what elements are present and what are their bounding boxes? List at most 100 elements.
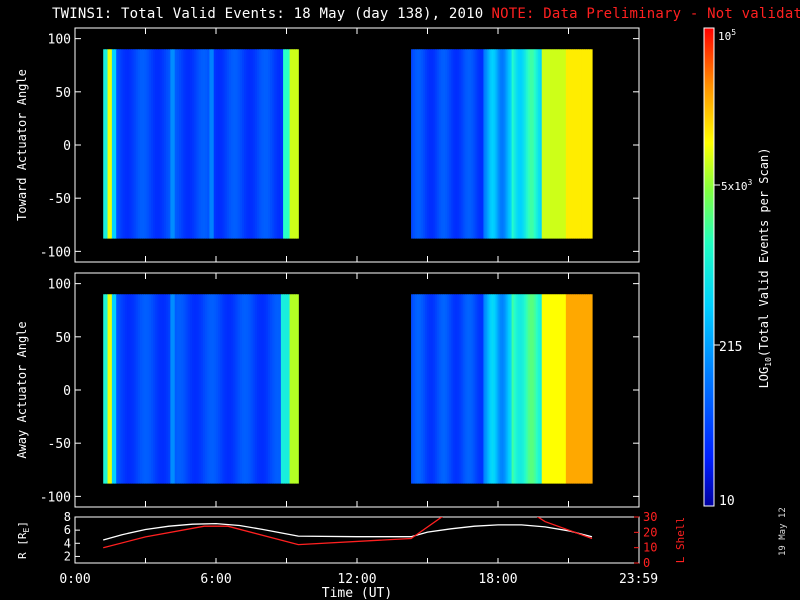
- heatmap-stripe: [114, 294, 117, 484]
- heatmap-stripe: [577, 49, 581, 239]
- heatmap-stripe: [133, 49, 137, 239]
- heatmap-stripe: [493, 294, 497, 484]
- heatmap-stripe: [579, 294, 583, 484]
- heatmap-stripe: [431, 49, 434, 239]
- heatmap-stripe: [457, 294, 460, 484]
- x-tick-label: 12:00: [337, 572, 376, 587]
- heatmap-stripe: [443, 294, 446, 484]
- heatmap-stripe: [553, 294, 557, 484]
- time-axis-label: Time (UT): [322, 586, 392, 600]
- heatmap-stripe: [209, 294, 213, 484]
- heatmap-stripe: [207, 294, 210, 484]
- heatmap-stripe: [423, 294, 426, 484]
- lshell-tick-label: 20: [643, 525, 657, 539]
- heatmap-stripe: [543, 49, 547, 239]
- heatmap-stripe: [144, 49, 148, 239]
- heatmap-stripe: [215, 49, 219, 239]
- heatmap-stripe: [509, 294, 513, 484]
- heatmap-stripe: [163, 294, 167, 484]
- heatmap-stripe: [146, 49, 150, 239]
- heatmap-stripe: [207, 49, 210, 239]
- toward-angle-panel: 100 50 0 -50 -100 Toward Actuator Angle: [15, 27, 640, 263]
- heatmap-stripe: [489, 49, 493, 239]
- heatmap-stripe: [485, 294, 489, 484]
- away-heatmap-blocks: [103, 294, 593, 484]
- heatmap-stripe: [296, 294, 299, 484]
- heatmap-stripe: [103, 294, 106, 484]
- heatmap-stripe: [575, 49, 579, 239]
- heatmap-stripe: [449, 49, 452, 239]
- heatmap-stripe: [239, 49, 243, 239]
- y-tick-label: 50: [55, 86, 71, 101]
- heatmap-stripe: [543, 294, 547, 484]
- heatmap-stripe: [276, 294, 280, 484]
- heatmap-stripe: [235, 294, 239, 484]
- heatmap-stripe: [495, 294, 499, 484]
- heatmap-stripe: [459, 294, 462, 484]
- heatmap-stripe: [423, 49, 426, 239]
- heatmap-stripe: [244, 49, 247, 239]
- heatmap-stripe: [521, 49, 525, 239]
- heatmap-stripe: [553, 49, 557, 239]
- heatmap-stripe: [467, 49, 470, 239]
- heatmap-stripe: [583, 49, 587, 239]
- heatmap-stripe: [272, 294, 276, 484]
- heatmap-stripe: [213, 49, 217, 239]
- orbit-panel-frame: [74, 516, 640, 564]
- heatmap-stripe: [116, 49, 119, 239]
- heatmap-stripe: [118, 294, 122, 484]
- heatmap-stripe: [451, 49, 454, 239]
- heatmap-stripe: [144, 294, 148, 484]
- away-angle-panel: 100 50 0 -50 -100 Away Actuator Angle: [15, 272, 640, 508]
- heatmap-stripe: [583, 294, 587, 484]
- r-tick-label: 6: [64, 523, 71, 537]
- heatmap-stripe: [235, 49, 239, 239]
- heatmap-stripe: [124, 294, 128, 484]
- heatmap-stripe: [267, 294, 271, 484]
- heatmap-stripe: [246, 294, 250, 484]
- r-tick-label: 4: [64, 536, 71, 550]
- heatmap-stripe: [449, 294, 452, 484]
- heatmap-stripe: [261, 49, 265, 239]
- heatmap-stripe: [285, 49, 289, 239]
- heatmap-stripe: [495, 49, 499, 239]
- colorbar: 10 215 5x103 105 LOG10(Total Valid Event…: [703, 27, 773, 509]
- date-stamp: 19 May 12: [778, 507, 788, 556]
- heatmap-stripe: [411, 294, 414, 484]
- heatmap-stripe: [425, 49, 428, 239]
- heatmap-stripe: [155, 49, 158, 239]
- heatmap-stripe: [183, 49, 187, 239]
- heatmap-stripe: [179, 49, 182, 239]
- heatmap-stripe: [170, 294, 174, 484]
- heatmap-stripe: [270, 294, 273, 484]
- heatmap-stripe: [161, 49, 165, 239]
- heatmap-stripe: [181, 49, 184, 239]
- heatmap-stripe: [439, 294, 442, 484]
- heatmap-stripe: [157, 294, 161, 484]
- heatmap-stripe: [501, 294, 505, 484]
- heatmap-stripe: [153, 294, 156, 484]
- heatmap-stripe: [252, 49, 256, 239]
- heatmap-stripe: [172, 294, 176, 484]
- heatmap-stripe: [585, 294, 589, 484]
- heatmap-stripe: [285, 294, 289, 484]
- heatmap-stripe: [547, 49, 551, 239]
- heatmap-stripe: [437, 49, 440, 239]
- heatmap-stripe: [185, 49, 189, 239]
- heatmap-stripe: [254, 49, 258, 239]
- heatmap-stripe: [491, 49, 495, 239]
- heatmap-stripe: [205, 294, 208, 484]
- heatmap-stripe: [539, 49, 543, 239]
- heatmap-stripe: [415, 49, 418, 239]
- heatmap-stripe: [459, 49, 462, 239]
- heatmap-stripe: [489, 294, 493, 484]
- heatmap-stripe: [435, 49, 438, 239]
- colorbar-label-5k: 5x103: [721, 178, 753, 193]
- heatmap-stripe: [248, 49, 252, 239]
- heatmap-stripe: [433, 294, 436, 484]
- heatmap-stripe: [239, 294, 243, 484]
- heatmap-stripe: [497, 49, 501, 239]
- heatmap-stripe: [140, 294, 143, 484]
- y-tick-label: -50: [48, 437, 71, 452]
- heatmap-stripe: [209, 49, 213, 239]
